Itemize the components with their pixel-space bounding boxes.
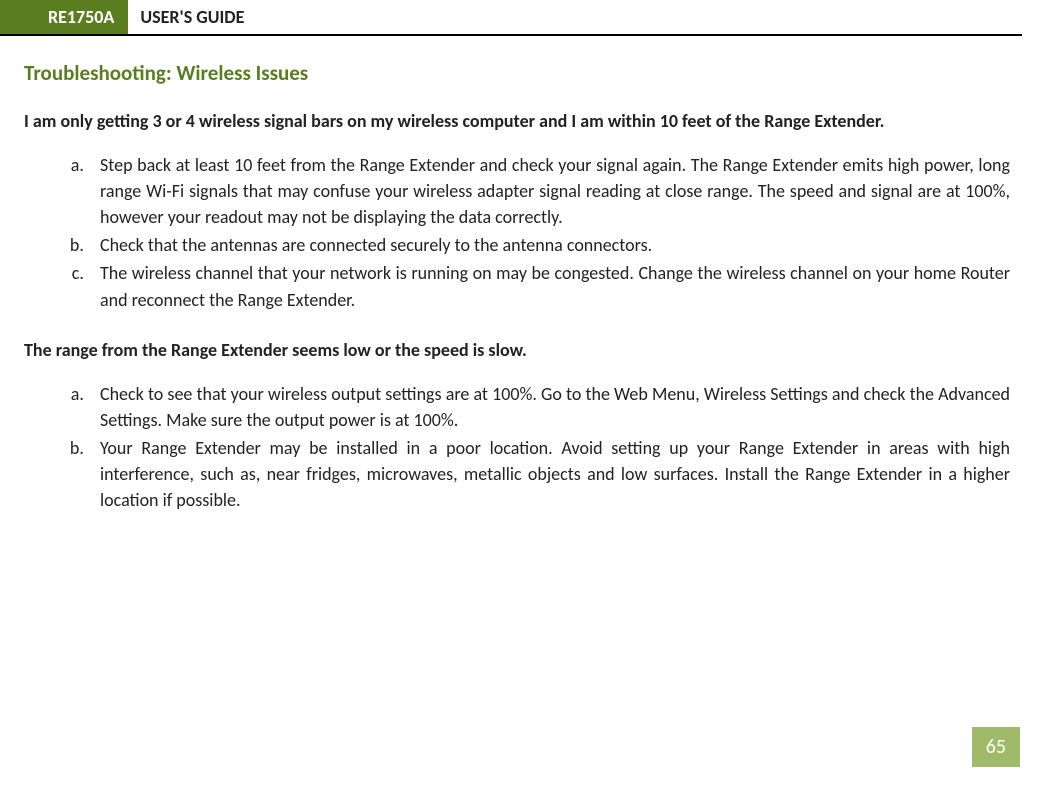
page-content: Troubleshooting: Wireless Issues I am on… <box>0 36 1042 513</box>
page-number-badge: 65 <box>972 727 1020 767</box>
list-item: Step back at least 10 feet from the Rang… <box>88 152 1010 230</box>
issue-2-steps: Check to see that your wireless output s… <box>24 381 1010 513</box>
list-item: The wireless channel that your network i… <box>88 260 1010 312</box>
document-title: USER'S GUIDE <box>128 0 256 34</box>
list-item: Check that the antennas are connected se… <box>88 232 1010 258</box>
issue-title-1: I am only getting 3 or 4 wireless signal… <box>24 108 1010 134</box>
page-header: RE1750A USER'S GUIDE <box>0 0 1022 36</box>
issue-title-2: The range from the Range Extender seems … <box>24 337 1010 363</box>
list-item: Your Range Extender may be installed in … <box>88 435 1010 513</box>
issue-1-steps: Step back at least 10 feet from the Rang… <box>24 152 1010 313</box>
product-model-badge: RE1750A <box>0 0 128 34</box>
list-item: Check to see that your wireless output s… <box>88 381 1010 433</box>
section-heading: Troubleshooting: Wireless Issues <box>24 60 1010 86</box>
